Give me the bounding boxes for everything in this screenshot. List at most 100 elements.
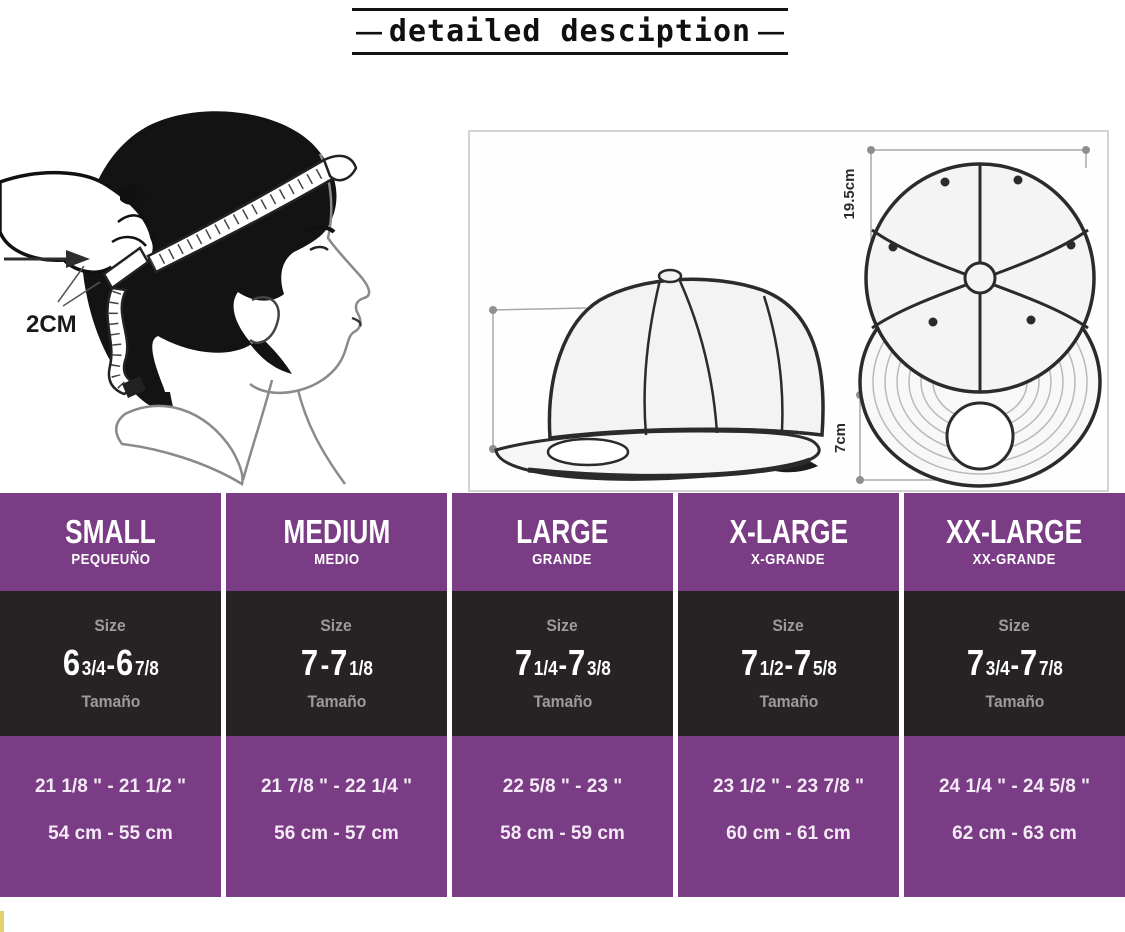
cm-range: 56 cm - 57 cm (274, 823, 399, 845)
size-whole: 7 (567, 641, 585, 683)
size-fraction: 3/8 (586, 657, 611, 680)
size-whole: 7 (514, 641, 532, 683)
size-column-xxlarge: XX-LARGE XX-GRANDE Size 7 3/4-7 7/8 Tamaño… (904, 493, 1125, 897)
size-name-es: PEQUEUÑO (70, 551, 151, 568)
size-name-es: XX-GRANDE (972, 551, 1057, 568)
head-profile (82, 111, 371, 486)
size-whole: 7 (300, 641, 318, 683)
cm-range: 60 cm - 61 cm (726, 823, 851, 845)
column-header-cell: LARGE GRANDE (452, 493, 673, 591)
circumference-cell: 21 7/8 " - 22 1/4 " 56 cm - 57 cm (226, 736, 447, 897)
size-whole: 7 (740, 641, 758, 683)
size-column-medium: MEDIUM MEDIO Size 7-7 1/8 Tamaño 21 7/8 "… (226, 493, 447, 897)
inches-range: 23 1/2 " - 23 7/8 " (712, 775, 865, 797)
hat-size-cell: Size 7-7 1/8 Tamaño (226, 591, 447, 736)
size-fraction: 7/8 (1038, 657, 1063, 680)
leader-line (62, 281, 101, 307)
measuring-tape (102, 154, 358, 398)
size-column-small: SMALL PEQUEUÑO Size 6 3/4-6 7/8 Tamaño 21 … (0, 493, 221, 897)
column-header-cell: X-LARGE X-GRANDE (678, 493, 899, 591)
cap-height-label: 19.5cm (841, 169, 858, 220)
hat-size-value: 7 1/4-7 3/8 (514, 641, 611, 683)
size-whole: 7 (1019, 641, 1037, 683)
size-separator: - (784, 648, 793, 682)
size-label-en: Size (772, 615, 805, 635)
hat-size-value: 6 3/4-6 7/8 (62, 641, 159, 683)
head-measurement-illustration: 2CM (0, 111, 371, 486)
cap-side-view (494, 268, 825, 481)
size-whole: 7 (329, 641, 347, 683)
hat-size-cell: Size 7 3/4-7 7/8 Tamaño (904, 591, 1125, 736)
size-label-es: Tamaño (759, 691, 818, 711)
hat-size-value: 7-7 1/8 (300, 641, 372, 683)
size-label-en: Size (320, 615, 353, 635)
column-header-cell: XX-LARGE XX-GRANDE (904, 493, 1125, 591)
cap-top-view (858, 162, 1102, 488)
size-label-en: Size (94, 615, 127, 635)
crown-button-top (963, 261, 997, 295)
size-separator: - (1010, 648, 1019, 682)
size-label-es: Tamaño (533, 691, 592, 711)
circumference-cell: 24 1/4 " - 24 5/8 " 62 cm - 63 cm (904, 736, 1125, 897)
inches-range: 21 7/8 " - 22 1/4 " (260, 775, 413, 797)
inches-range: 24 1/4 " - 24 5/8 " (938, 775, 1091, 797)
size-column-xlarge: X-LARGE X-GRANDE Size 7 1/2-7 5/8 Tamaño 2… (678, 493, 899, 897)
hat-size-value: 7 3/4-7 7/8 (966, 641, 1063, 683)
column-header-cell: MEDIUM MEDIO (226, 493, 447, 591)
size-name: XX-LARGE (946, 512, 1083, 551)
side-view-dimension-line (489, 306, 587, 453)
hat-size-cell: Size 7 1/2-7 5/8 Tamaño (678, 591, 899, 736)
size-name: X-LARGE (729, 512, 848, 551)
title-dash-left: — (356, 16, 382, 46)
title-rule-bottom (352, 52, 788, 55)
size-separator: - (558, 648, 567, 682)
size-name: SMALL (65, 512, 156, 551)
leader-line (57, 265, 85, 303)
brim-sticker (546, 437, 630, 467)
inches-range: 22 5/8 " - 23 " (502, 775, 623, 797)
brim-sticker-top (945, 401, 1015, 471)
inches-range: 21 1/8 " - 21 1/2 " (34, 775, 187, 797)
size-whole: 6 (115, 641, 133, 683)
size-separator: - (320, 648, 329, 682)
size-fraction: 7/8 (134, 657, 159, 680)
cm-range: 54 cm - 55 cm (48, 823, 173, 845)
title-block: — detailed desciption — (352, 8, 788, 55)
size-whole: 7 (793, 641, 811, 683)
size-label-es: Tamaño (307, 691, 366, 711)
hat-size-cell: Size 6 3/4-6 7/8 Tamaño (0, 591, 221, 736)
size-label-en: Size (998, 615, 1031, 635)
tape-offset-label: 2CM (26, 311, 77, 338)
column-header-cell: SMALL PEQUEUÑO (0, 493, 221, 591)
size-fraction: 1/4 (533, 657, 558, 680)
title-dash-right: — (757, 16, 784, 46)
page-title: detailed desciption (388, 14, 752, 49)
width-dimension-line (867, 146, 1090, 242)
size-fraction: 5/8 (812, 657, 837, 680)
size-whole: 7 (966, 641, 984, 683)
size-separator: - (106, 648, 115, 682)
size-name: LARGE (516, 512, 609, 551)
size-label-es: Tamaño (985, 691, 1044, 711)
circumference-cell: 21 1/8 " - 21 1/2 " 54 cm - 55 cm (0, 736, 221, 897)
scan-edge-artifact (0, 911, 4, 932)
size-fraction: 3/4 (81, 657, 106, 680)
hat-size-value: 7 1/2-7 5/8 (740, 641, 837, 683)
eyelets (888, 175, 1076, 327)
circumference-cell: 23 1/2 " - 23 7/8 " 60 cm - 61 cm (678, 736, 899, 897)
size-name-es: X-GRANDE (751, 551, 826, 568)
size-label-es: Tamaño (81, 691, 140, 711)
title-rule-top (352, 8, 788, 11)
size-name-es: MEDIO (313, 551, 360, 568)
hat-size-cell: Size 7 1/4-7 3/8 Tamaño (452, 591, 673, 736)
size-name: MEDIUM (283, 512, 390, 551)
cm-range: 62 cm - 63 cm (952, 823, 1077, 845)
size-whole: 6 (62, 641, 80, 683)
size-name-es: GRANDE (532, 551, 593, 568)
brim-depth-label: 7cm (832, 423, 849, 453)
pointer-arrow-icon (4, 250, 90, 268)
size-column-large: LARGE GRANDE Size 7 1/4-7 3/8 Tamaño 22 5/… (452, 493, 673, 897)
tape-end-tip (122, 376, 146, 398)
size-table: SMALL PEQUEUÑO Size 6 3/4-6 7/8 Tamaño 21 … (0, 493, 1125, 897)
